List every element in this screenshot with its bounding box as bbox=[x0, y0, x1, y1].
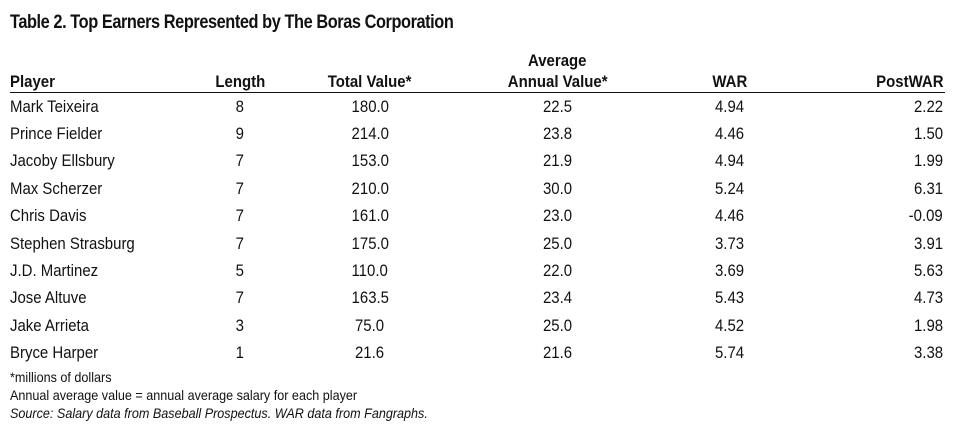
cell-average-annual-value: 21.6 bbox=[542, 343, 573, 363]
cell-length: 7 bbox=[235, 151, 245, 171]
cell-length: 7 bbox=[235, 288, 245, 308]
cell-war: 5.24 bbox=[715, 178, 745, 198]
table-row: Jake Arrieta 3 75.0 25.0 4.52 1.98 bbox=[10, 312, 945, 339]
header-war: WAR bbox=[712, 71, 748, 91]
cell-postwar: 1.50 bbox=[913, 124, 943, 144]
cell-war: 4.94 bbox=[715, 96, 745, 116]
table-body: Mark Teixeira 8 180.0 22.5 4.94 2.22 Prince Fi… bbox=[10, 92, 945, 366]
cell-total-value: 210.0 bbox=[351, 178, 389, 198]
cell-postwar: 1.98 bbox=[913, 315, 943, 335]
cell-postwar: -0.09 bbox=[908, 206, 943, 226]
table-row: Stephen Strasburg 7 175.0 25.0 3.73 3.91 bbox=[10, 229, 945, 256]
table-row: Mark Teixeira 8 180.0 22.5 4.94 2.22 bbox=[10, 92, 945, 120]
table-row: Jacoby Ellsbury 7 153.0 21.9 4.94 1.99 bbox=[10, 147, 945, 174]
table-row: Bryce Harper 1 21.6 21.6 5.74 3.38 bbox=[10, 339, 945, 366]
cell-length: 7 bbox=[235, 178, 245, 198]
table-row: Jose Altuve 7 163.5 23.4 5.43 4.73 bbox=[10, 284, 945, 311]
cell-war: 5.43 bbox=[715, 288, 745, 308]
cell-player: Jose Altuve bbox=[10, 288, 87, 308]
cell-average-annual-value: 23.8 bbox=[542, 124, 573, 144]
cell-player: Max Scherzer bbox=[10, 178, 103, 198]
cell-postwar: 5.63 bbox=[913, 261, 943, 281]
table-row: Max Scherzer 7 210.0 30.0 5.24 6.31 bbox=[10, 175, 945, 202]
cell-average-annual-value: 25.0 bbox=[542, 315, 573, 335]
cell-length: 7 bbox=[235, 206, 245, 226]
header-average-annual-value: Average Annual Value* bbox=[507, 50, 608, 91]
cell-total-value: 153.0 bbox=[351, 151, 389, 171]
cell-war: 4.46 bbox=[715, 124, 745, 144]
cell-war: 3.73 bbox=[715, 233, 745, 253]
cell-player: J.D. Martinez bbox=[10, 261, 99, 281]
cell-player: Stephen Strasburg bbox=[10, 233, 135, 253]
cell-average-annual-value: 21.9 bbox=[542, 151, 573, 171]
cell-total-value: 110.0 bbox=[351, 261, 389, 281]
cell-average-annual-value: 23.4 bbox=[542, 288, 573, 308]
cell-player: Chris Davis bbox=[10, 206, 87, 226]
cell-postwar: 3.91 bbox=[913, 233, 943, 253]
cell-player: Jacoby Ellsbury bbox=[10, 151, 115, 171]
header-total-value: Total Value* bbox=[328, 71, 412, 91]
table-header: Player Length Total Value* Average Annua… bbox=[10, 40, 945, 92]
cell-player: Mark Teixeira bbox=[10, 96, 99, 116]
cell-length: 7 bbox=[235, 233, 245, 253]
note-source: Source: Salary data from Baseball Prospe… bbox=[10, 405, 428, 421]
table-title: Table 2. Top Earners Represented by The … bbox=[10, 12, 454, 33]
cell-length: 9 bbox=[235, 124, 245, 144]
cell-length: 1 bbox=[235, 343, 245, 363]
header-length: Length bbox=[215, 71, 265, 91]
cell-average-annual-value: 25.0 bbox=[542, 233, 573, 253]
cell-postwar: 1.99 bbox=[913, 151, 943, 171]
cell-total-value: 180.0 bbox=[351, 96, 389, 116]
note-aav-definition: Annual average value = annual average sa… bbox=[10, 387, 358, 403]
earners-table: Player Length Total Value* Average Annua… bbox=[10, 40, 945, 366]
cell-postwar: 4.73 bbox=[913, 288, 943, 308]
cell-war: 4.94 bbox=[715, 151, 745, 171]
cell-total-value: 75.0 bbox=[355, 315, 385, 335]
cell-total-value: 21.6 bbox=[355, 343, 385, 363]
table-row: Chris Davis 7 161.0 23.0 4.46 -0.09 bbox=[10, 202, 945, 229]
cell-average-annual-value: 23.0 bbox=[542, 206, 573, 226]
table-row: J.D. Martinez 5 110.0 22.0 3.69 5.63 bbox=[10, 257, 945, 284]
header-player: Player bbox=[10, 71, 55, 91]
cell-war: 4.46 bbox=[715, 206, 745, 226]
cell-player: Bryce Harper bbox=[10, 343, 99, 363]
cell-average-annual-value: 22.5 bbox=[542, 96, 573, 116]
cell-player: Prince Fielder bbox=[10, 124, 103, 144]
cell-postwar: 3.38 bbox=[913, 343, 943, 363]
cell-postwar: 6.31 bbox=[913, 178, 943, 198]
cell-length: 8 bbox=[235, 96, 245, 116]
cell-average-annual-value: 30.0 bbox=[542, 178, 573, 198]
cell-total-value: 214.0 bbox=[351, 124, 389, 144]
table-notes: *millions of dollars Annual average valu… bbox=[10, 368, 474, 422]
cell-player: Jake Arrieta bbox=[10, 315, 89, 335]
cell-length: 5 bbox=[235, 261, 245, 281]
header-postwar: PostWAR bbox=[875, 71, 943, 91]
cell-total-value: 161.0 bbox=[351, 206, 389, 226]
cell-war: 3.69 bbox=[715, 261, 745, 281]
cell-postwar: 2.22 bbox=[913, 96, 943, 116]
cell-average-annual-value: 22.0 bbox=[542, 261, 573, 281]
cell-total-value: 163.5 bbox=[351, 288, 389, 308]
note-millions: *millions of dollars bbox=[10, 369, 112, 385]
cell-war: 4.52 bbox=[715, 315, 745, 335]
cell-total-value: 175.0 bbox=[351, 233, 389, 253]
cell-war: 5.74 bbox=[715, 343, 745, 363]
cell-length: 3 bbox=[235, 315, 245, 335]
table-row: Prince Fielder 9 214.0 23.8 4.46 1.50 bbox=[10, 120, 945, 147]
